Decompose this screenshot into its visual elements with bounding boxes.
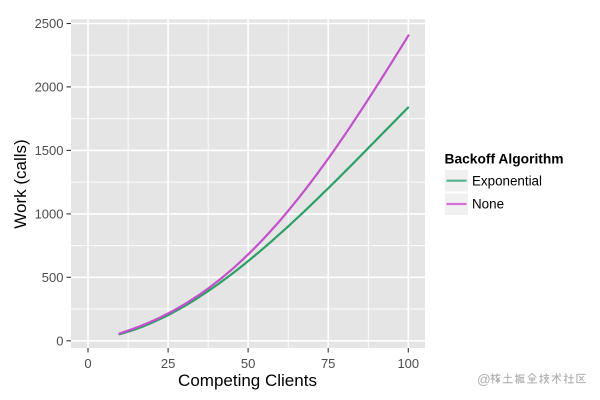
svg-text:25: 25 xyxy=(161,356,175,371)
svg-text:50: 50 xyxy=(241,356,255,371)
svg-text:1500: 1500 xyxy=(35,143,64,158)
svg-text:0: 0 xyxy=(84,356,91,371)
svg-text:None: None xyxy=(472,197,504,212)
svg-text:75: 75 xyxy=(321,356,335,371)
svg-text:2500: 2500 xyxy=(35,16,64,31)
svg-text:Backoff Algorithm: Backoff Algorithm xyxy=(445,152,564,167)
svg-text:Exponential: Exponential xyxy=(472,173,542,188)
svg-text:500: 500 xyxy=(42,270,64,285)
svg-text:1000: 1000 xyxy=(35,206,64,221)
svg-text:0: 0 xyxy=(56,333,63,348)
svg-text:Work (calls): Work (calls) xyxy=(11,139,30,228)
svg-text:100: 100 xyxy=(397,356,419,371)
svg-text:2000: 2000 xyxy=(35,79,64,94)
svg-text:@: @ xyxy=(477,372,491,387)
svg-text:Competing Clients: Competing Clients xyxy=(178,371,317,390)
